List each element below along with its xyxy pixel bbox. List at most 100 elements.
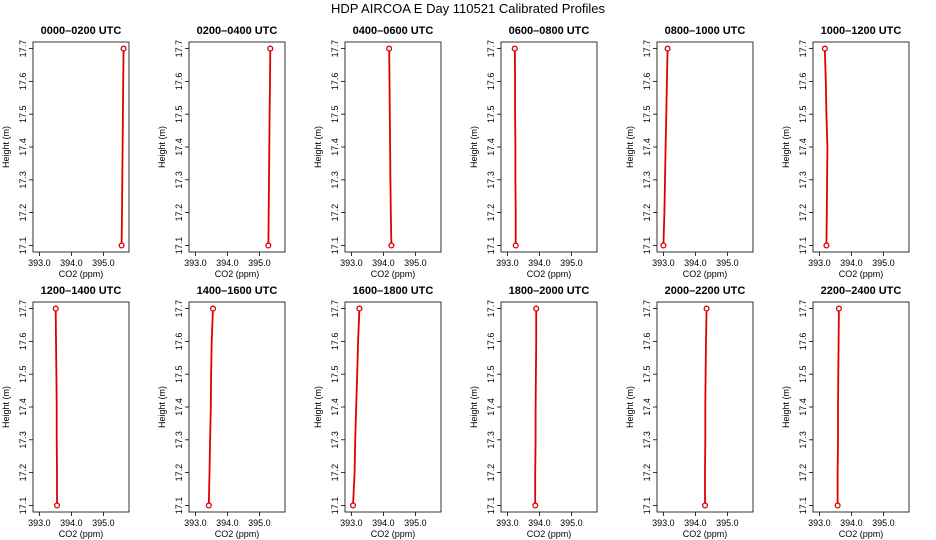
y-tick-label: 17.6 xyxy=(18,333,28,351)
y-tick-label: 17.7 xyxy=(174,40,184,58)
y-tick-label: 17.3 xyxy=(18,431,28,449)
plot-frame xyxy=(32,41,130,253)
y-tick-label: 17.1 xyxy=(798,237,808,255)
y-tick-label: 17.5 xyxy=(486,105,496,123)
y-axis-label: Height (m) xyxy=(1,386,11,428)
profile-point xyxy=(265,242,272,249)
y-tick-label: 17.4 xyxy=(798,138,808,156)
plot-frame xyxy=(812,301,910,513)
panel-title: 0200–0400 UTC xyxy=(197,25,278,37)
y-tick-label: 17.6 xyxy=(330,73,340,91)
x-tick-label: 395.0 xyxy=(872,258,895,268)
y-axis-label: Height (m) xyxy=(625,386,635,428)
profile-point xyxy=(209,305,217,312)
profile-point xyxy=(388,242,395,249)
plot-frame xyxy=(188,301,286,513)
x-tick-label: 395.0 xyxy=(404,518,427,528)
y-tick-label: 17.1 xyxy=(330,497,340,515)
profile-line xyxy=(836,308,840,506)
x-tick-label: 393.0 xyxy=(652,258,675,268)
y-axis-label: Height (m) xyxy=(313,126,323,168)
y-axis-label: Height (m) xyxy=(157,126,167,168)
y-tick-label: 17.1 xyxy=(174,497,184,515)
profile-line xyxy=(120,48,125,246)
x-tick-label: 395.0 xyxy=(92,258,115,268)
profile-point xyxy=(118,242,125,249)
profile-point xyxy=(703,305,710,312)
x-tick-label: 394.0 xyxy=(684,518,707,528)
y-axis-label: Height (m) xyxy=(313,386,323,428)
x-axis-label: CO2 (ppm) xyxy=(839,269,884,279)
x-tick-label: 394.0 xyxy=(60,258,83,268)
y-tick-label: 17.2 xyxy=(642,464,652,482)
y-tick-label: 17.5 xyxy=(486,365,496,383)
x-tick-label: 393.0 xyxy=(808,258,831,268)
plot-frame xyxy=(656,41,754,253)
y-tick-label: 17.3 xyxy=(642,171,652,189)
x-axis-label: CO2 (ppm) xyxy=(215,529,260,539)
y-tick-label: 17.4 xyxy=(330,138,340,156)
x-tick-label: 393.0 xyxy=(652,518,675,528)
y-tick-label: 17.3 xyxy=(174,431,184,449)
profile-point xyxy=(120,45,127,52)
x-axis-label: CO2 (ppm) xyxy=(683,269,728,279)
y-tick-label: 17.1 xyxy=(486,497,496,515)
y-tick-label: 17.5 xyxy=(330,365,340,383)
profile-point xyxy=(356,305,363,312)
y-tick-label: 17.2 xyxy=(18,464,28,482)
panel-title: 1400–1600 UTC xyxy=(197,285,278,297)
plot-frame xyxy=(32,301,130,513)
x-tick-label: 394.0 xyxy=(216,518,239,528)
y-tick-label: 17.6 xyxy=(798,333,808,351)
profile-point xyxy=(835,305,842,312)
x-tick-label: 395.0 xyxy=(716,258,739,268)
y-tick-label: 17.4 xyxy=(486,138,496,156)
y-tick-label: 17.5 xyxy=(18,105,28,123)
profile-line xyxy=(388,48,393,246)
x-axis-label: CO2 (ppm) xyxy=(59,269,104,279)
y-tick-label: 17.7 xyxy=(330,40,340,58)
y-tick-label: 17.1 xyxy=(642,497,652,515)
y-tick-label: 17.2 xyxy=(798,464,808,482)
x-tick-label: 395.0 xyxy=(92,518,115,528)
y-tick-label: 17.7 xyxy=(174,300,184,318)
panel-title: 1000–1200 UTC xyxy=(821,25,902,37)
y-axis-label: Height (m) xyxy=(781,126,791,168)
panel-title: 0800–1000 UTC xyxy=(665,25,746,37)
y-tick-label: 17.4 xyxy=(18,138,28,156)
y-tick-label: 17.5 xyxy=(330,105,340,123)
profile-point xyxy=(386,45,393,52)
y-tick-label: 17.7 xyxy=(18,300,28,318)
y-tick-label: 17.7 xyxy=(642,40,652,58)
y-tick-label: 17.5 xyxy=(174,105,184,123)
profile-point xyxy=(821,45,828,52)
x-axis-label: CO2 (ppm) xyxy=(683,529,728,539)
y-tick-label: 17.4 xyxy=(642,398,652,416)
x-tick-label: 394.0 xyxy=(372,518,395,528)
y-axis-label: Height (m) xyxy=(1,126,11,168)
y-tick-label: 17.4 xyxy=(486,398,496,416)
profile-line xyxy=(823,48,829,246)
y-tick-label: 17.1 xyxy=(18,237,28,255)
profile-point xyxy=(205,502,212,509)
x-tick-label: 395.0 xyxy=(560,258,583,268)
x-tick-label: 393.0 xyxy=(184,518,207,528)
y-axis-label: Height (m) xyxy=(625,126,635,168)
profile-line xyxy=(534,308,538,506)
plot-frame xyxy=(344,41,442,253)
x-tick-label: 393.0 xyxy=(28,258,51,268)
panel-title: 0600–0800 UTC xyxy=(509,25,590,37)
profile-line xyxy=(54,308,58,506)
y-axis-label: Height (m) xyxy=(469,386,479,428)
profile-point xyxy=(660,242,667,249)
profile-line xyxy=(352,308,361,506)
y-tick-label: 17.7 xyxy=(18,40,28,58)
profile-line xyxy=(704,308,708,506)
profile-point xyxy=(834,502,841,509)
